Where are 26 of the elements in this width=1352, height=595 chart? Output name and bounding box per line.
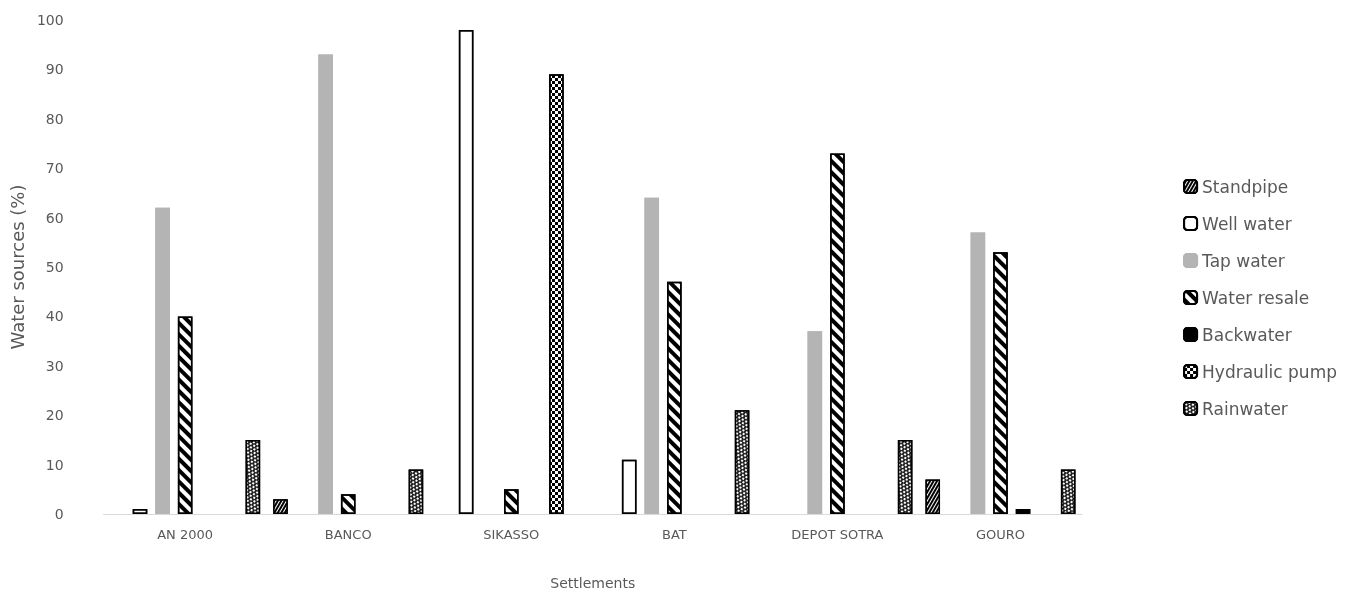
y-tick-label: 20 — [45, 407, 64, 424]
legend-label: Water resale — [1202, 287, 1310, 308]
x-tick-label: BANCO — [324, 527, 372, 542]
x-tick-label: SIKASSO — [483, 527, 540, 542]
y-axis-title: Water sources (%) — [6, 184, 28, 350]
y-tick-label: 80 — [45, 110, 64, 127]
y-tick-label: 90 — [45, 61, 64, 78]
x-tick-label: DEPOT SOTRA — [791, 527, 884, 542]
legend-label: Backwater — [1202, 324, 1292, 345]
legend-label: Hydraulic pump — [1202, 361, 1338, 382]
y-tick-label: 0 — [54, 506, 64, 522]
x-tick-label: BAT — [661, 527, 687, 542]
y-tick-label: 70 — [45, 160, 64, 177]
legend-label: Standpipe — [1202, 176, 1289, 197]
y-tick-label: 30 — [45, 357, 64, 374]
x-tick-label: GOURO — [975, 527, 1026, 542]
legend-label: Well water — [1202, 213, 1292, 234]
x-axis-title: Settlements — [550, 575, 636, 591]
y-tick-label: 40 — [45, 308, 64, 325]
y-tick-label: 50 — [45, 259, 64, 275]
y-tick-label: 100 — [36, 12, 64, 28]
y-tick-label: 10 — [45, 456, 64, 473]
legend-label: Tap water — [1201, 250, 1285, 271]
legend-label: Rainwater — [1202, 398, 1288, 419]
x-tick-label: AN 2000 — [157, 527, 214, 542]
y-tick-label: 60 — [45, 209, 64, 226]
